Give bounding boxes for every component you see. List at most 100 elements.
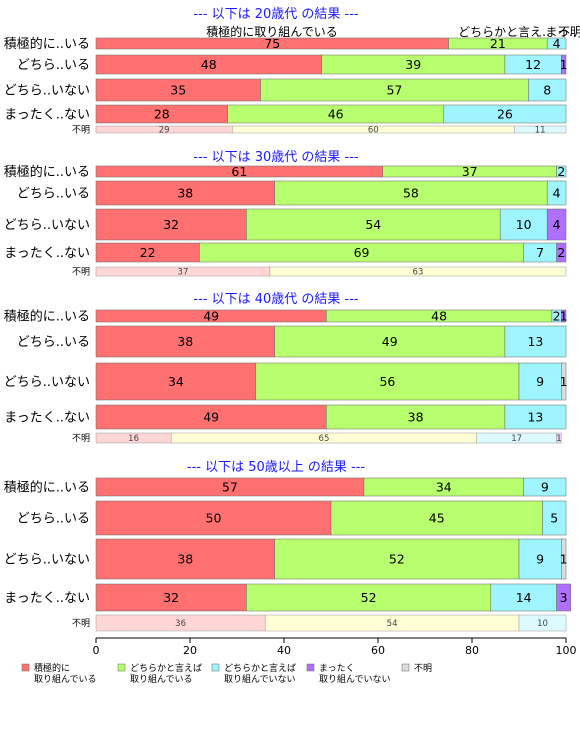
x-tick-label: 40 [277,644,291,657]
data-label: 34 [436,480,452,495]
data-label: 1 [560,309,568,324]
data-label: 36 [175,619,186,629]
panel-4: --- 以下は 50歳以上 の結果 ---積極的に..いる 57 34 9どちら..い… [4,460,571,632]
data-label: 48 [201,57,217,72]
bar-segment-c3 [518,538,562,580]
bar-segment-c2 [326,404,506,430]
bar-row: まったく..ない 49 38 13 [4,404,567,430]
bar-segment-c5 [561,362,567,401]
panel-title: --- 以下は 40歳代 の結果 --- [193,292,359,307]
data-label: 14 [516,590,532,605]
bar-segment-c3 [546,180,567,206]
data-label: 50 [206,511,222,526]
data-label: 63 [413,268,424,278]
bar-segment-c1 [95,500,332,536]
data-label: 34 [168,374,184,389]
unknown-row: 不明 36 54 10 [72,614,567,632]
data-label: 8 [543,83,551,98]
panel-1: --- 以下は 20歳代 の結果 --- 積極的に..いる 75 21 4 どちら..いる… [4,7,568,136]
row-label: まったく..ない [4,246,90,261]
data-label: 35 [170,83,186,98]
bar-segment-c3 [518,362,562,401]
top-label-c5: 不明 [558,25,580,39]
unknown-row: 不明 29 60 11 [72,125,567,136]
bar-row: 積極的に..いる 57 34 9 [4,477,567,497]
bar-segment-c3 [499,208,548,241]
data-label: 37 [178,268,189,278]
bar-segment-c4 [546,208,567,241]
bar-segment-c2 [274,325,506,358]
top-label-c2: どちらかと言え.. [458,25,550,39]
bar-segment-c3 [514,125,567,134]
row-label: どちら..いる [17,58,90,73]
legend-item-c1: 積極的に取り組んでいる [21,662,97,685]
bar-segment-c3 [518,614,567,632]
bar-segment-c1 [95,362,257,401]
bar-row: どちら..いない 38 52 9 1 [4,538,568,580]
bar-row: まったく..ない 22 69 7 2 [4,242,567,263]
bar-row: どちら..いない 35 57 8 [4,78,567,102]
bar-segment-c4 [556,583,571,612]
bar-row: どちら..いる 50 45 5 [17,500,567,536]
x-tick-label: 20 [183,644,197,657]
legend-swatch [117,663,126,672]
row-label: どちら..いない [4,375,90,390]
bar-segment-c3 [542,500,567,536]
row-label: 不明 [72,433,90,444]
data-label: 48 [431,309,447,324]
x-tick-label: 0 [93,644,100,657]
panels: --- 以下は 20歳代 の結果 ---積極的に..いる 75 21 4どちら..いる… [4,7,571,632]
row-label: どちら..いない [4,553,90,568]
legend-label: どちらかと言えば [224,662,296,674]
row-label: 不明 [72,618,90,629]
data-label: 29 [159,126,170,136]
data-label: 2 [557,164,565,179]
bar-row: 積極的に..いる 75 21 4 [4,36,567,52]
legend-label: 不明 [414,663,432,674]
data-label: 22 [140,245,156,260]
bar-segment-c4 [556,432,562,444]
panel-title: --- 以下は 30歳代 の結果 --- [193,150,359,165]
bar-segment-c3 [556,165,567,178]
legend-label-line2: 取り組んでいない [319,673,391,685]
bar-segment-c2 [269,266,567,277]
bar-segment-c3 [443,104,567,124]
row-label: どちら..いる [17,512,90,527]
legend-label-line2: 取り組んでいる [130,673,193,685]
data-label: 5 [550,511,558,526]
data-label: 49 [382,334,398,349]
data-label: 75 [264,36,280,51]
data-label: 7 [536,245,544,260]
data-label: 57 [386,83,402,98]
x-tick-label: 60 [371,644,385,657]
legend-swatch [306,663,315,672]
data-label: 57 [222,480,238,495]
data-label: 32 [163,217,179,232]
data-label: 52 [361,590,377,605]
data-label: 56 [379,374,395,389]
row-label: 積極的に..いる [4,309,90,325]
data-label: 61 [231,164,247,179]
bar-segment-c4 [561,309,567,323]
bar-segment-c3 [546,37,567,50]
bar-segment-c1 [95,208,247,241]
panel-title: --- 以下は 50歳以上 の結果 --- [187,460,366,475]
bar-segment-c1 [95,325,275,358]
bar-row: どちら..いる 48 39 12 1 [17,54,568,75]
bar-row: どちら..いる 38 58 4 [17,180,567,206]
data-label: 10 [537,619,548,629]
data-label: 26 [497,107,513,122]
data-label: 13 [527,334,543,349]
data-label: 1 [560,374,568,389]
data-label: 12 [525,57,541,72]
data-label: 9 [536,374,544,389]
legend-swatch [21,663,30,672]
legend-label: 積極的に [34,662,70,674]
data-label: 32 [163,590,179,605]
data-label: 4 [553,186,561,201]
bar-segment-c2 [330,500,543,536]
panel-3: --- 以下は 40歳代 の結果 ---積極的に..いる 49 48 2 1どちら..い… [4,292,568,444]
legend-label: どちらかと言えば [130,662,202,674]
data-label: 9 [541,480,549,495]
